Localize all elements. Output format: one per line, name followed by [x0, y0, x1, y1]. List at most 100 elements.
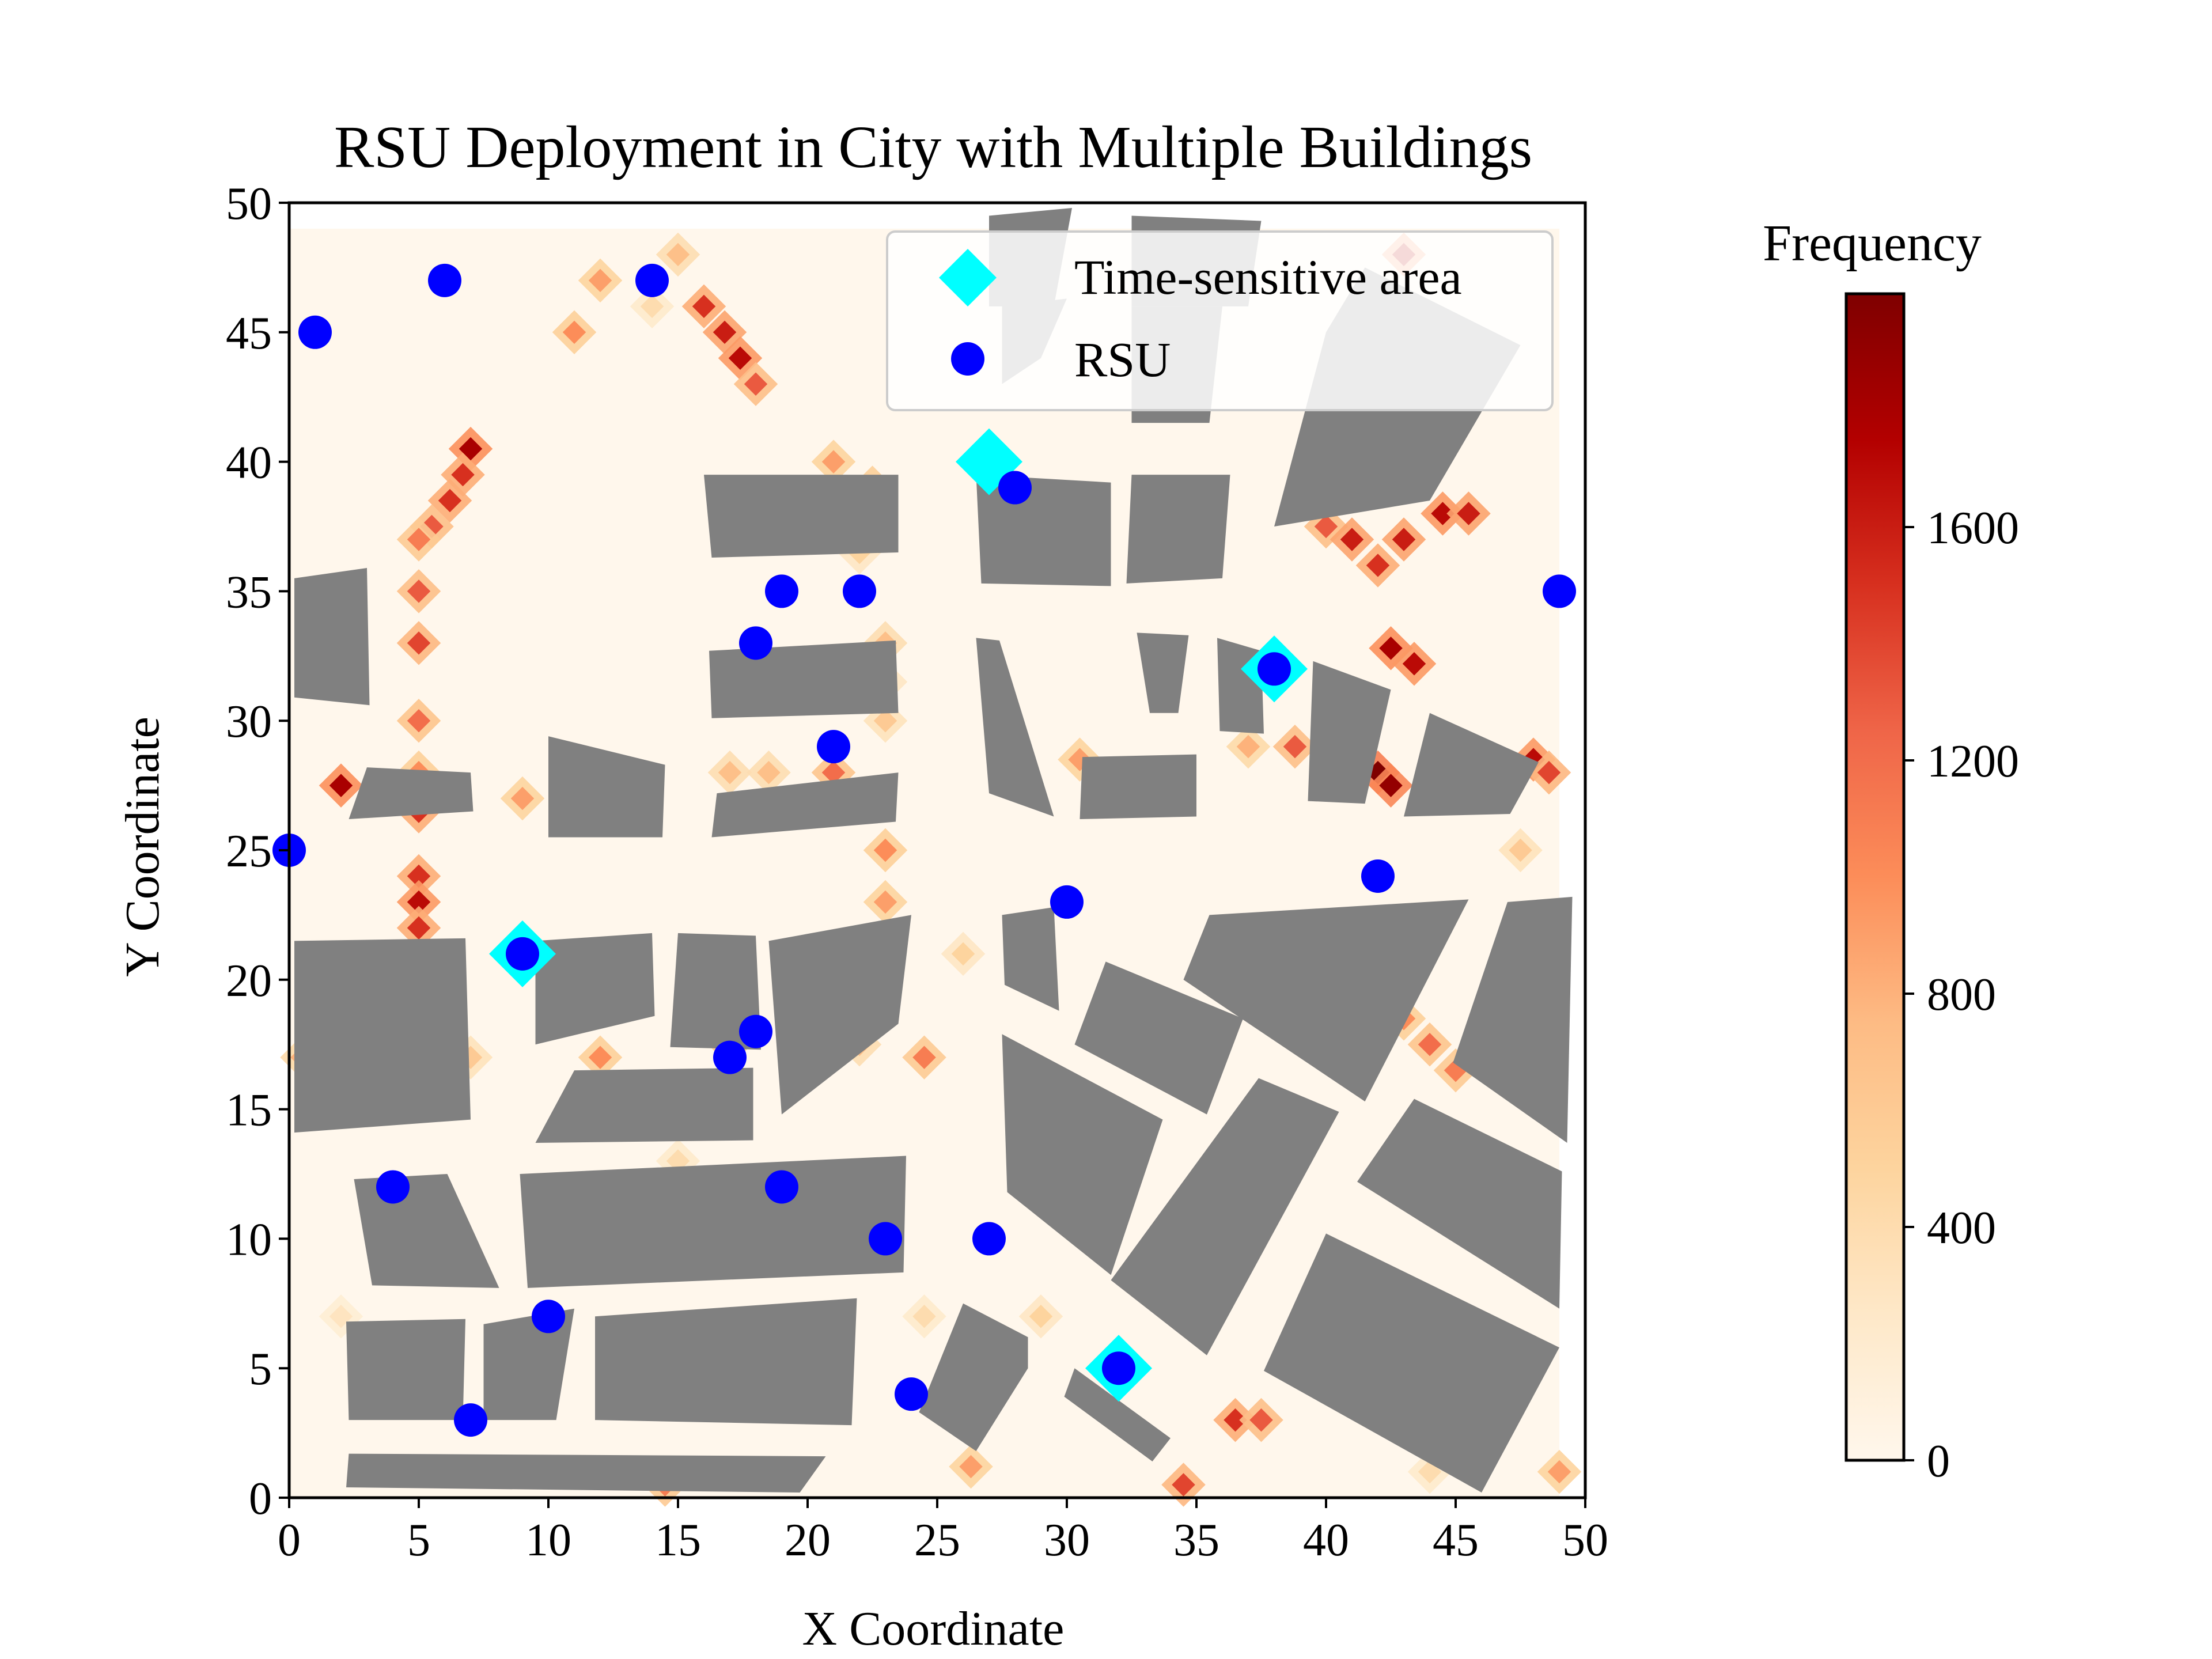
heat-cell [1379, 774, 1403, 797]
rsu-marker [817, 730, 850, 764]
x-axis: 0 5 10 15 20 25 30 35 40 45 50 [278, 1498, 1608, 1566]
x-axis-title: X Coordinate [802, 1602, 1065, 1656]
y-tick-label: 45 [226, 308, 272, 359]
rsu-marker [869, 1222, 902, 1256]
building [294, 938, 471, 1133]
building [709, 640, 899, 718]
heat-cell [329, 774, 353, 797]
heat-cell [451, 463, 475, 487]
points-layer [272, 263, 1576, 1437]
rsu-marker [454, 1403, 487, 1437]
y-tick-label: 35 [226, 567, 272, 618]
y-axis-title: Y Coordinate [116, 717, 169, 977]
heat-cell [821, 760, 846, 785]
heat-cell [1172, 1473, 1195, 1497]
legend-marker-rsu [951, 342, 984, 376]
heat-cell [1314, 514, 1338, 539]
legend-label-rsu: RSU [1074, 332, 1171, 387]
chart-title: RSU Deployment in City with Multiple Bui… [334, 114, 1532, 180]
heat-cell [1029, 1305, 1053, 1328]
building [595, 1298, 857, 1426]
building [768, 915, 911, 1115]
heat-cell [1418, 1032, 1442, 1056]
colorbar-ticks: 0 400 800 1200 1600 [1904, 503, 2019, 1487]
heat-cell [821, 450, 846, 474]
rsu-marker [739, 626, 772, 660]
y-tick-label: 40 [226, 438, 272, 488]
heat-cell [1379, 637, 1403, 660]
building [1111, 1078, 1339, 1355]
building [548, 736, 665, 838]
building [535, 933, 655, 1045]
rsu-marker [765, 574, 798, 608]
building [1064, 1368, 1171, 1462]
heat-cell [728, 346, 752, 370]
rsu-marker [765, 1170, 798, 1204]
building [1264, 1233, 1559, 1493]
rsu-marker [1543, 574, 1576, 608]
building [1183, 899, 1469, 1102]
y-tick-label: 0 [249, 1474, 272, 1524]
heat-cell [718, 760, 742, 785]
heat-cell [407, 631, 431, 655]
heat-cell [1283, 734, 1307, 759]
rsu-marker [1102, 1351, 1135, 1385]
building [1453, 896, 1573, 1143]
building [1217, 638, 1264, 734]
heat-cell [951, 942, 975, 966]
heat-cell [1402, 652, 1426, 676]
rsu-marker [998, 471, 1032, 505]
heat-cell [873, 838, 897, 862]
rsu-marker [972, 1222, 1006, 1256]
heat-cell [588, 268, 612, 293]
rsu-marker [1361, 859, 1395, 893]
y-tick-label: 30 [226, 696, 272, 747]
rsu-marker [713, 1040, 747, 1074]
building [1357, 1099, 1562, 1309]
heat-cell [757, 760, 781, 785]
x-tick-label: 5 [407, 1515, 430, 1566]
x-tick-label: 20 [785, 1515, 831, 1566]
heat-cell [1457, 502, 1480, 525]
x-tick-label: 35 [1173, 1515, 1219, 1566]
rsu-marker [1050, 885, 1084, 919]
heat-cell [1366, 760, 1390, 785]
legend-label-time-sensitive: Time-sensitive area [1074, 249, 1462, 305]
rsu-marker [298, 315, 332, 349]
heat-cell [1224, 1408, 1247, 1432]
heat-cell [407, 864, 431, 888]
building [1308, 661, 1391, 804]
building [483, 1308, 574, 1421]
y-axis: 0 5 10 15 20 25 30 35 40 45 50 [226, 179, 289, 1524]
heat-cell [1431, 502, 1455, 525]
heat-cell [1366, 554, 1390, 577]
heat-cell [912, 1305, 936, 1328]
y-tick-label: 10 [226, 1214, 272, 1265]
x-tick-label: 40 [1303, 1515, 1349, 1566]
building [976, 475, 1111, 586]
x-tick-label: 50 [1562, 1515, 1608, 1566]
colorbar-title: Frequency [1763, 215, 1982, 272]
heat-cell [1340, 528, 1364, 551]
rsu-marker [532, 1300, 565, 1334]
rsu-marker [506, 937, 539, 971]
x-tick-label: 0 [278, 1515, 301, 1566]
heat-cell [407, 916, 431, 940]
building [535, 1067, 753, 1143]
building [976, 638, 1054, 817]
building [294, 567, 370, 706]
heat-cell [1537, 760, 1561, 785]
heat-cell [1392, 528, 1416, 551]
rsu-marker [635, 263, 669, 297]
colorbar-gradient [1844, 292, 1906, 1462]
heat-cell [1444, 1058, 1468, 1082]
x-tick-label: 45 [1433, 1515, 1479, 1566]
building [704, 475, 899, 558]
legend-box [886, 230, 1554, 411]
heat-cell [666, 243, 690, 267]
heat-cell [407, 528, 431, 551]
colorbar-tick-label: 1200 [1927, 736, 2019, 787]
heat-cell [744, 372, 768, 396]
building [346, 1319, 465, 1421]
y-tick-label: 25 [226, 826, 272, 877]
